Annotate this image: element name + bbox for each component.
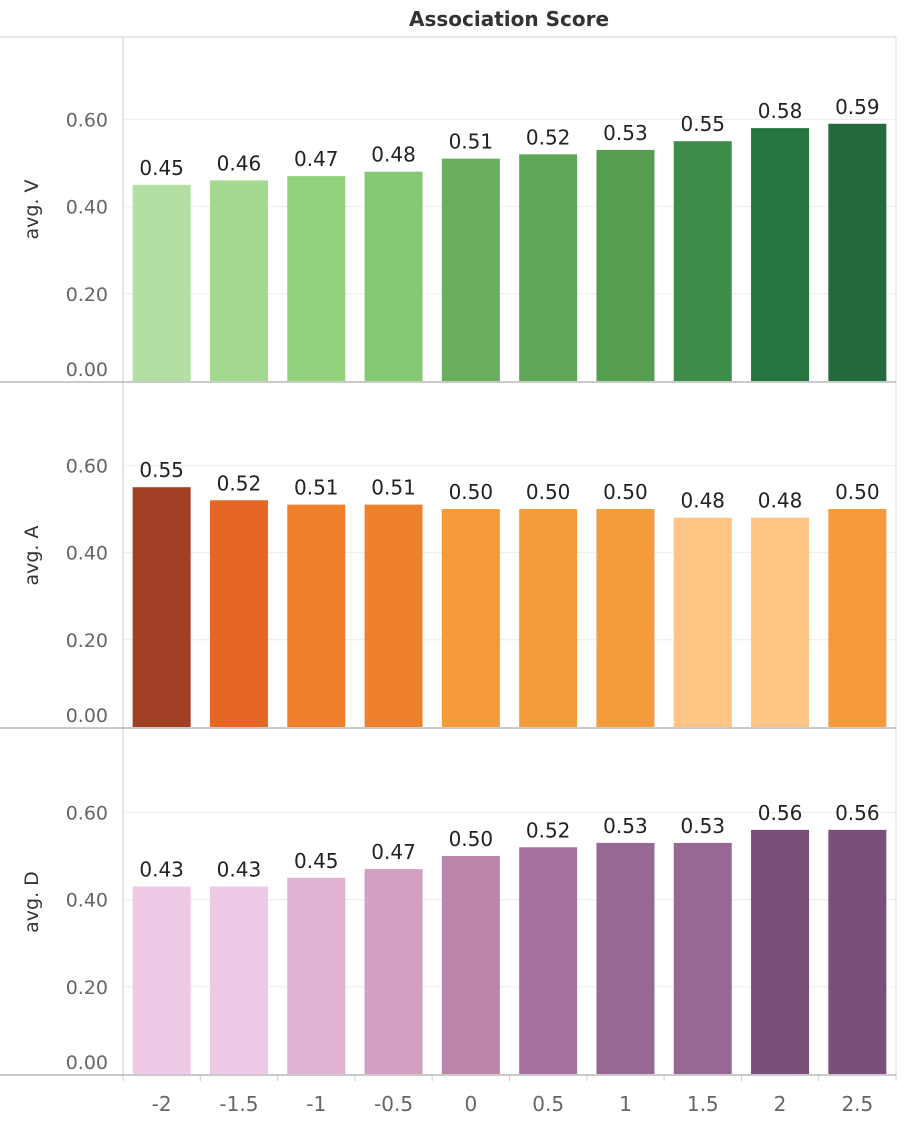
bar-data-label: 0.50: [603, 480, 648, 504]
bar-data-label: 0.50: [449, 827, 494, 851]
bar-data-label: 0.53: [603, 814, 648, 838]
y-tick-label: 0.00: [66, 705, 108, 727]
bar-data-label: 0.51: [294, 476, 339, 500]
y-tick-label: 0.40: [66, 197, 108, 219]
x-tick-label: 2.5: [841, 1092, 873, 1116]
bar-data-label: 0.43: [217, 858, 262, 882]
bar: [132, 184, 191, 381]
bar: [519, 154, 578, 381]
bar: [132, 886, 191, 1074]
bar: [287, 176, 346, 381]
chart-title: Association Score: [409, 7, 609, 31]
x-tick-label: -1: [306, 1092, 326, 1116]
x-tick-label: -1.5: [219, 1092, 258, 1116]
bar-data-label: 0.55: [139, 458, 184, 482]
bar-data-label: 0.45: [139, 156, 184, 180]
bar: [519, 509, 578, 727]
y-tick-label: 0.60: [66, 802, 108, 824]
x-tick-label: 0.5: [532, 1092, 564, 1116]
bar-data-label: 0.43: [139, 858, 184, 882]
bar: [596, 842, 655, 1074]
y-axis-title: avg. D: [21, 871, 43, 933]
bar-data-label: 0.45: [294, 849, 339, 873]
bar: [751, 829, 810, 1074]
bar: [673, 517, 732, 727]
bar-data-label: 0.48: [758, 489, 803, 513]
y-tick-label: 0.60: [66, 455, 108, 477]
y-tick-label: 0.40: [66, 543, 108, 565]
bar-data-label: 0.52: [526, 818, 571, 842]
bar-data-label: 0.52: [526, 125, 571, 149]
bar-data-label: 0.56: [758, 801, 803, 825]
bar-data-label: 0.53: [603, 121, 648, 145]
x-axis: -2 -1.5 -1 -0.5 0 0.5 1 1.5 2 2.5: [122, 1075, 897, 1116]
bar-data-label: 0.51: [449, 130, 494, 154]
panel-avg-v: 0.00 0.20 0.40 0.60 avg. V 0.45 0.46 0.47 0.48 0.…: [0, 95, 896, 383]
bar: [673, 141, 732, 381]
y-axis-title: avg. A: [21, 525, 43, 585]
y-tick-label: 0.00: [66, 359, 108, 381]
y-tick-label: 0.40: [66, 890, 108, 912]
x-tick-label: 0: [464, 1092, 477, 1116]
bar: [364, 504, 423, 727]
y-tick-label: 0.20: [66, 630, 108, 652]
bar: [828, 123, 887, 381]
x-tick-label: 2: [774, 1092, 787, 1116]
bar-data-label: 0.48: [371, 143, 416, 167]
bar-data-label: 0.52: [217, 471, 262, 495]
bar: [596, 149, 655, 381]
bar: [751, 517, 810, 727]
bar: [751, 128, 810, 381]
bar: [596, 509, 655, 727]
bar: [364, 171, 423, 381]
panel-avg-a: 0.00 0.20 0.40 0.60 avg. A 0.55 0.52 0.51 0.51 0.…: [0, 455, 896, 729]
bar-data-label: 0.50: [449, 480, 494, 504]
bar: [441, 509, 500, 727]
bar-data-label: 0.51: [371, 476, 416, 500]
bar: [828, 829, 887, 1074]
bar: [209, 180, 268, 381]
panel-avg-d: 0.00 0.20 0.40 0.60 avg. D 0.43 0.43 0.45 0.47 0.…: [0, 801, 896, 1076]
bar: [364, 869, 423, 1074]
bar-data-label: 0.59: [835, 95, 880, 119]
bar: [287, 877, 346, 1074]
bar: [287, 504, 346, 727]
bar: [132, 487, 191, 727]
x-tick-label: 1.5: [687, 1092, 719, 1116]
bar: [441, 158, 500, 381]
bar: [828, 509, 887, 727]
bar: [209, 886, 268, 1074]
bar: [519, 847, 578, 1074]
bar-data-label: 0.50: [526, 480, 571, 504]
bar: [441, 856, 500, 1074]
y-tick-label: 0.20: [66, 284, 108, 306]
x-tick-label: 1: [619, 1092, 632, 1116]
x-tick-label: -2: [152, 1092, 172, 1116]
bar: [209, 500, 268, 727]
y-tick-label: 0.00: [66, 1052, 108, 1074]
bar-data-label: 0.53: [680, 814, 725, 838]
bar-data-label: 0.50: [835, 480, 880, 504]
bar-data-label: 0.47: [371, 840, 416, 864]
y-axis-title: avg. V: [21, 179, 43, 239]
bar-data-label: 0.47: [294, 147, 339, 171]
y-tick-label: 0.20: [66, 977, 108, 999]
bar-data-label: 0.48: [680, 489, 725, 513]
bar: [673, 842, 732, 1074]
bar-data-label: 0.55: [680, 112, 725, 136]
bar-data-label: 0.58: [758, 99, 803, 123]
y-tick-label: 0.60: [66, 109, 108, 131]
x-tick-label: -0.5: [374, 1092, 413, 1116]
bar-data-label: 0.56: [835, 801, 880, 825]
bar-data-label: 0.46: [217, 151, 262, 175]
